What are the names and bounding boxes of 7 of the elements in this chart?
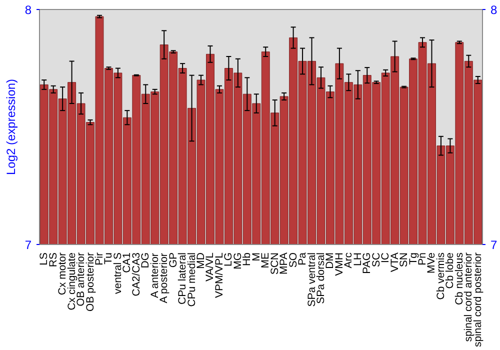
x-tick-label: Pa [296,252,309,266]
y2-tick-label: 7 [490,238,498,252]
x-tick-label: Cx cingulate [66,252,78,310]
x-tick-label: CPu medial [186,252,198,307]
x-tick-label: SPa dorsal [314,252,327,304]
y-axis-title: Log2 (expression) [4,78,18,176]
y2-tick-label: 8 [490,3,498,17]
